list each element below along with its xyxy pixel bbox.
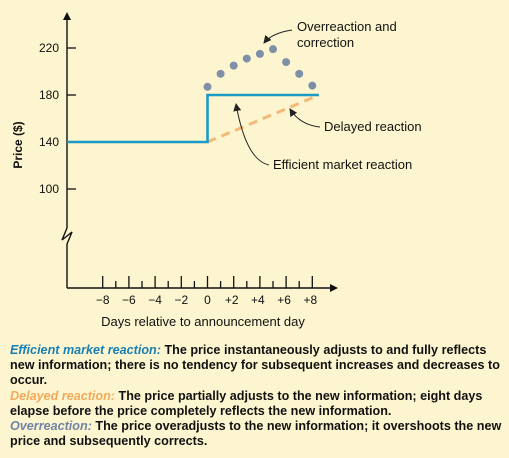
annotation-delayed-text: Delayed reaction bbox=[324, 119, 422, 134]
overreaction-point bbox=[308, 81, 317, 90]
overreaction-point bbox=[295, 69, 304, 78]
overreaction-point bbox=[282, 58, 291, 67]
legend-delayed: Delayed reaction: The price partially ad… bbox=[10, 389, 482, 418]
y-axis-arrow bbox=[63, 12, 71, 20]
legend-efficient: Efficient market reaction: The price ins… bbox=[10, 343, 500, 387]
x-tick-label: +6 bbox=[277, 293, 291, 307]
annotation-overreaction-line2: correction bbox=[297, 35, 354, 50]
overreaction-point bbox=[255, 49, 264, 58]
overreaction-point bbox=[269, 45, 277, 54]
chart-legend: Efficient market reaction: The price ins… bbox=[10, 343, 505, 449]
legend-delayed-term: Delayed reaction: bbox=[10, 388, 115, 403]
x-tick-label: −6 bbox=[122, 293, 136, 307]
overreaction-point bbox=[229, 61, 238, 70]
x-tick-label: +4 bbox=[251, 293, 265, 307]
x-axis-arrow bbox=[330, 284, 338, 292]
efficient-market-line bbox=[67, 93, 319, 144]
x-tick-label: +8 bbox=[303, 293, 317, 307]
legend-overreaction-term: Overreaction: bbox=[10, 419, 92, 434]
legend-overreaction: Overreaction: The price overadjusts to t… bbox=[10, 419, 501, 448]
annotation-delayed-arrow bbox=[289, 108, 321, 128]
y-axis-label: Price ($) bbox=[11, 121, 25, 168]
x-tick-label: −2 bbox=[174, 293, 188, 307]
overreaction-point bbox=[216, 69, 225, 78]
x-tick-label: +2 bbox=[225, 293, 239, 307]
delayed-reaction-line bbox=[206, 93, 320, 144]
y-tick-label: 140 bbox=[39, 135, 59, 149]
legend-efficient-term: Efficient market reaction: bbox=[10, 343, 161, 357]
x-tick-label: −8 bbox=[96, 293, 110, 307]
x-tick-label: −4 bbox=[148, 293, 162, 307]
x-axis-label: Days relative to announcement day bbox=[101, 314, 305, 329]
chart-axes: 100 140 180 220 −8 −6 −4 −2 0 +2 +4 +6 +8 bbox=[39, 12, 338, 307]
legend-efficient-text: The price instantaneously adjusts to and… bbox=[10, 343, 500, 388]
legend-delayed-text: The price partially adjusts to the new i… bbox=[10, 388, 483, 418]
annotation-efficient-arrow bbox=[233, 103, 270, 166]
annotation-overreaction-arrow bbox=[263, 29, 293, 44]
annotation-delayed: Delayed reaction bbox=[289, 108, 422, 134]
annotation-overreaction: Overreaction and correction bbox=[263, 19, 397, 50]
annotation-efficient: Efficient market reaction bbox=[233, 103, 412, 172]
annotation-efficient-text: Efficient market reaction bbox=[273, 157, 412, 172]
y-tick-label: 220 bbox=[39, 41, 59, 55]
legend-overreaction-text: The price overadjusts to the new informa… bbox=[10, 419, 502, 449]
series-layer bbox=[67, 45, 320, 144]
overreaction-point bbox=[203, 82, 212, 91]
y-tick-label: 180 bbox=[39, 88, 59, 102]
x-tick-label: 0 bbox=[204, 293, 211, 307]
overreaction-point bbox=[242, 54, 251, 63]
y-axis-break bbox=[61, 227, 73, 245]
y-tick-label: 100 bbox=[39, 182, 59, 196]
annotation-overreaction-line1: Overreaction and bbox=[297, 19, 397, 34]
